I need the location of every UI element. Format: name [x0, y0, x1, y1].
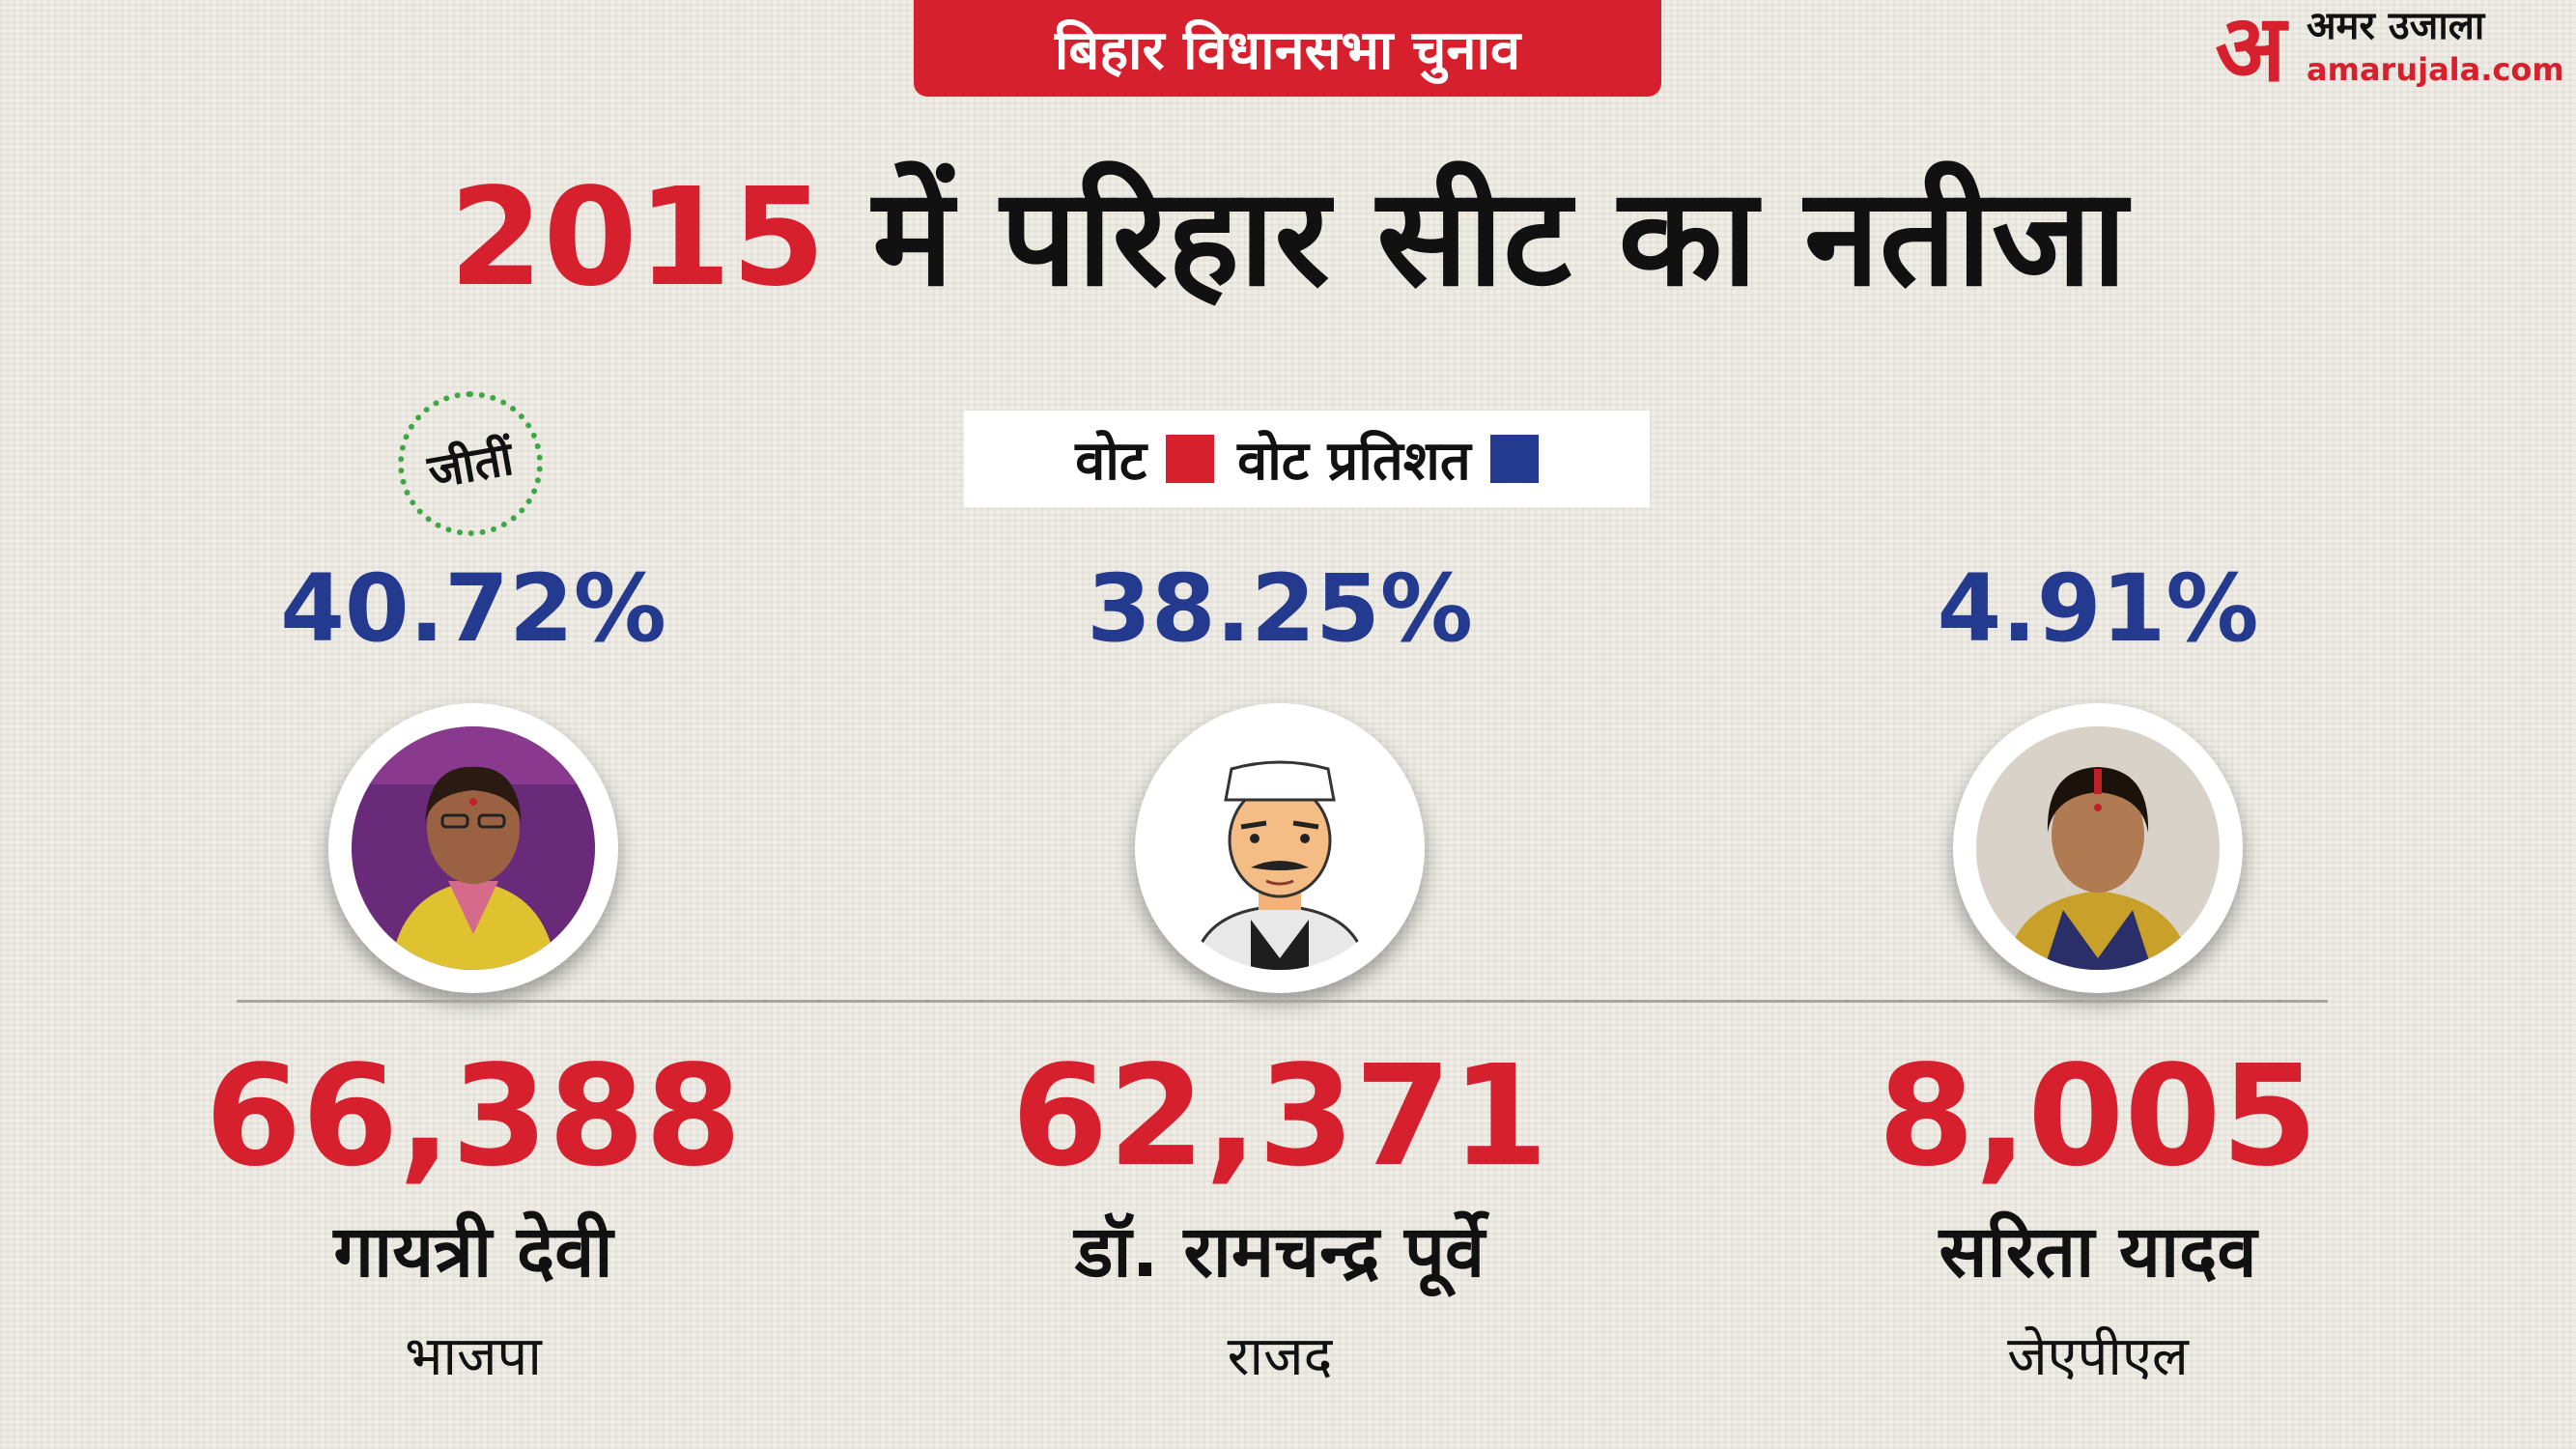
brand-logo: अ अमर उजाला amarujala.com [2198, 0, 2565, 102]
brand-name: अमर उजाला [2307, 4, 2485, 48]
party-name: भाजपा [405, 1325, 542, 1388]
party-name: राजद [1227, 1325, 1333, 1388]
candidate-name: डॉ. रामचन्द्र पूर्वे [1074, 1210, 1486, 1293]
page-title: 2015 में परिहार सीट का नतीजा [0, 156, 2576, 321]
winner-seal: जीतीं [398, 391, 543, 536]
vote-percent: 40.72% [280, 554, 666, 663]
topic-badge-label: बिहार विधानसभा चुनाव [1054, 19, 1521, 82]
legend-item-votes: वोट [1075, 422, 1215, 496]
legend-votes-swatch [1166, 435, 1215, 483]
brand-domain: amarujala.com [2307, 51, 2564, 88]
legend-percent-swatch [1489, 435, 1539, 483]
vote-count: 62,371 [1011, 1035, 1548, 1197]
candidate-name: सरिता यादव [1939, 1210, 2257, 1293]
title-text: में परिहार सीट का नतीजा [872, 159, 2128, 317]
brand-mark: अ [2215, 0, 2286, 102]
vote-count: 66,388 [205, 1035, 742, 1197]
topic-badge: बिहार विधानसभा चुनाव [914, 0, 1661, 97]
legend: वोट वोट प्रतिशत [964, 411, 1650, 507]
candidate-photo [1135, 703, 1425, 993]
candidate-photo [1953, 703, 2243, 993]
candidate-portrait [352, 726, 595, 970]
winner-seal-label: जीतीं [424, 431, 518, 499]
candidate-cartoon-icon [1158, 726, 1401, 970]
legend-votes-label: वोट [1075, 430, 1147, 493]
divider [237, 1000, 2328, 1003]
vote-count: 8,005 [1878, 1035, 2318, 1197]
vote-percent: 4.91% [1937, 554, 2259, 663]
legend-item-percent: वोट प्रतिशत [1237, 422, 1539, 496]
party-name: जेएपीएल [2007, 1325, 2189, 1388]
candidate-portrait [1976, 726, 2220, 970]
candidate-name: गायत्री देवी [333, 1210, 613, 1293]
candidate-photo [328, 703, 618, 993]
legend-percent-label: वोट प्रतिशत [1237, 430, 1471, 493]
title-year: 2015 [448, 159, 826, 317]
vote-percent: 38.25% [1087, 554, 1473, 663]
